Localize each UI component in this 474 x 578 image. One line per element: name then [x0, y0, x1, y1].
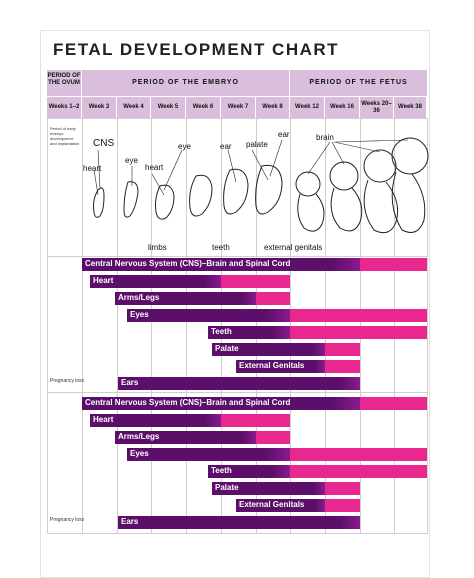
pregnancy-loss-label-2: Pregnancy loss [50, 517, 85, 523]
grid-vline [186, 118, 187, 534]
week-header-8: Week 16 [325, 97, 359, 118]
bar-1-7: Ears [118, 377, 360, 390]
grid-hline [47, 256, 427, 257]
week-header-2: Week 4 [117, 97, 150, 118]
bar-2-4: Teeth [208, 465, 427, 478]
week-header-7: Week 12 [290, 97, 324, 118]
label-teeth: teeth [212, 243, 230, 252]
header-embryo: PERIOD OF THE EMBRYO [82, 70, 290, 96]
bar-2-3: Eyes [127, 448, 427, 461]
bar-2-5: Palate [212, 482, 360, 495]
week-header-5: Week 7 [221, 97, 255, 118]
bar-label: Central Nervous System (CNS)–Brain and S… [85, 398, 291, 407]
bar-label: Arms/Legs [118, 432, 160, 441]
label-external-genitals: external genitals [264, 243, 323, 252]
header-fetus: PERIOD OF THE FETUS [290, 70, 427, 96]
week-header-6: Week 8 [256, 97, 289, 118]
bar-1-4: Teeth [208, 326, 427, 339]
bar-label: Palate [215, 483, 239, 492]
ovum-note: Period of early embryo development and i… [50, 126, 80, 146]
grid-vline [47, 118, 48, 534]
label-eye-week5: eye [178, 142, 191, 151]
bar-1-6: External Genitals [236, 360, 360, 373]
label-ear-week8: ear [278, 130, 290, 139]
bar-label: Teeth [211, 466, 232, 475]
bar-2-2: Arms/Legs [115, 431, 290, 444]
label-limbs: limbs [148, 243, 167, 252]
week-header-3: Week 5 [151, 97, 185, 118]
pregnancy-loss-label-1: Pregnancy loss [50, 378, 85, 384]
week-header-9: Weeks 20–36 [360, 97, 393, 118]
week-header-4: Week 6 [186, 97, 220, 118]
bar-label: Heart [93, 415, 114, 424]
grid-hline [47, 533, 427, 534]
label-ear-week7: ear [220, 142, 232, 151]
bar-1-2: Arms/Legs [115, 292, 290, 305]
grid-vline [151, 118, 152, 534]
bar-1-0: Central Nervous System (CNS)–Brain and S… [82, 258, 427, 271]
header-embryo-label: PERIOD OF THE EMBRYO [132, 79, 239, 86]
header-fetus-label: PERIOD OF THE FETUS [309, 79, 408, 86]
bar-2-7: Ears [118, 516, 360, 529]
grid-hline [47, 392, 427, 393]
chart-title: FETAL DEVELOPMENT CHART [53, 40, 340, 59]
grid-vline [427, 118, 428, 534]
week-header-0: Weeks 1–2 [47, 97, 81, 118]
label-eye-week4: eye [125, 156, 138, 165]
bar-label: External Genitals [239, 361, 305, 370]
bar-label: External Genitals [239, 500, 305, 509]
bar-1-3: Eyes [127, 309, 427, 322]
label-brain: brain [316, 133, 334, 142]
bar-1-5: Palate [212, 343, 360, 356]
bar-2-0: Central Nervous System (CNS)–Brain and S… [82, 397, 427, 410]
bar-1-1: Heart [90, 275, 290, 288]
bar-label: Arms/Legs [118, 293, 160, 302]
header-ovum: PERIOD OF THE OVUM [47, 70, 82, 96]
bar-label: Ears [121, 517, 139, 526]
label-heart-week5: heart [145, 163, 164, 172]
grid-vline [117, 118, 118, 534]
week-header-10: Week 38 [394, 97, 426, 118]
bar-2-6: External Genitals [236, 499, 360, 512]
label-cns: CNS [93, 138, 115, 149]
bar-label: Eyes [130, 449, 149, 458]
bar-label: Palate [215, 344, 239, 353]
grid-vline [82, 118, 83, 534]
label-heart-week3: heart [83, 164, 102, 173]
grid-hline [47, 118, 427, 119]
bar-label: Eyes [130, 310, 149, 319]
header-ovum-label: PERIOD OF THE OVUM [47, 73, 81, 86]
bar-2-1: Heart [90, 414, 290, 427]
bar-label: Heart [93, 276, 114, 285]
bar-label: Ears [121, 378, 139, 387]
bar-label: Central Nervous System (CNS)–Brain and S… [85, 259, 291, 268]
label-palate: palate [246, 140, 268, 149]
week-header-1: Week 3 [82, 97, 116, 118]
bar-label: Teeth [211, 327, 232, 336]
